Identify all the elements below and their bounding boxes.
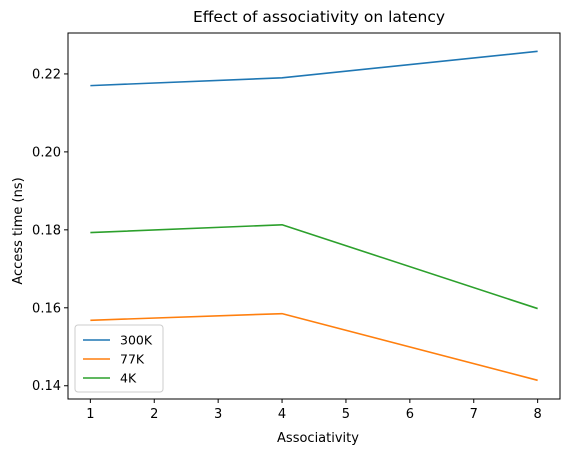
x-tick-label: 8 (533, 407, 541, 422)
x-axis-ticks: 1 2 3 4 5 6 7 8 (86, 399, 542, 422)
y-axis-ticks: 0.14 0.16 0.18 0.20 0.22 (32, 67, 68, 394)
legend: 300K 77K 4K (74, 324, 164, 393)
x-tick-label: 6 (406, 407, 414, 422)
legend-box (74, 324, 164, 393)
x-tick-label: 2 (150, 407, 158, 422)
series-line-300K (90, 50, 538, 87)
y-tick-label: 0.18 (32, 223, 61, 238)
series-layer (90, 50, 538, 382)
y-tick-label: 0.16 (32, 301, 61, 316)
legend-label: 77K (120, 352, 145, 367)
y-tick-label: 0.22 (32, 67, 61, 82)
legend-label: 4K (120, 371, 137, 386)
y-tick-label: 0.14 (32, 379, 61, 394)
chart-title: Effect of associativity on latency (193, 8, 445, 26)
x-tick-label: 3 (214, 407, 222, 422)
x-tick-label: 7 (470, 407, 478, 422)
x-tick-label: 5 (342, 407, 350, 422)
series-line-4K (90, 223, 538, 310)
x-axis-title: Associativity (277, 431, 359, 446)
series-line-77K (90, 312, 538, 382)
y-tick-label: 0.20 (32, 145, 61, 160)
y-axis-title: Access time (ns) (11, 177, 26, 284)
x-tick-label: 1 (86, 407, 94, 422)
x-tick-label: 4 (278, 407, 286, 422)
plot-area-frame (67, 32, 561, 400)
legend-label: 300K (120, 333, 153, 348)
